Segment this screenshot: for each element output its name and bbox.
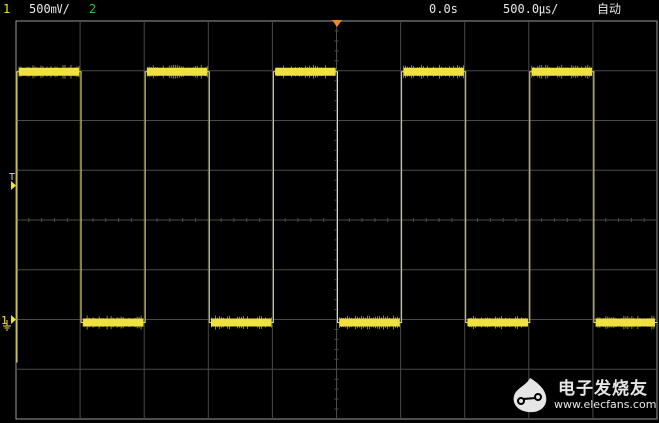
time-delay[interactable]: 0.0s	[429, 2, 458, 16]
channel1-label[interactable]: 1	[3, 2, 11, 16]
watermark-name: 电子发烧友	[558, 379, 648, 399]
channel1-ground-label: 1	[1, 314, 8, 327]
time-scale[interactable]: 500.0㎲/	[503, 2, 559, 16]
trigger-position-marker[interactable]	[332, 20, 342, 27]
noise-band	[595, 318, 655, 327]
watermark-url: www.elecfans.com	[554, 398, 657, 411]
ground-icon	[3, 320, 11, 331]
elecfans-logo-icon	[513, 378, 547, 413]
channel2-label[interactable]: 2	[89, 2, 97, 16]
trigger-mode[interactable]: 自动	[597, 2, 622, 16]
elecfans-watermark: 电子发烧友 www.elecfans.com	[510, 370, 658, 418]
channel1-ground-marker[interactable]	[11, 315, 16, 324]
channel1-noise-band	[18, 64, 655, 330]
trigger-level-label: T	[9, 172, 15, 183]
graticule	[15, 20, 658, 420]
trigger-level-marker[interactable]	[11, 181, 16, 190]
channel1-scale[interactable]: 500㎷/	[29, 2, 70, 16]
